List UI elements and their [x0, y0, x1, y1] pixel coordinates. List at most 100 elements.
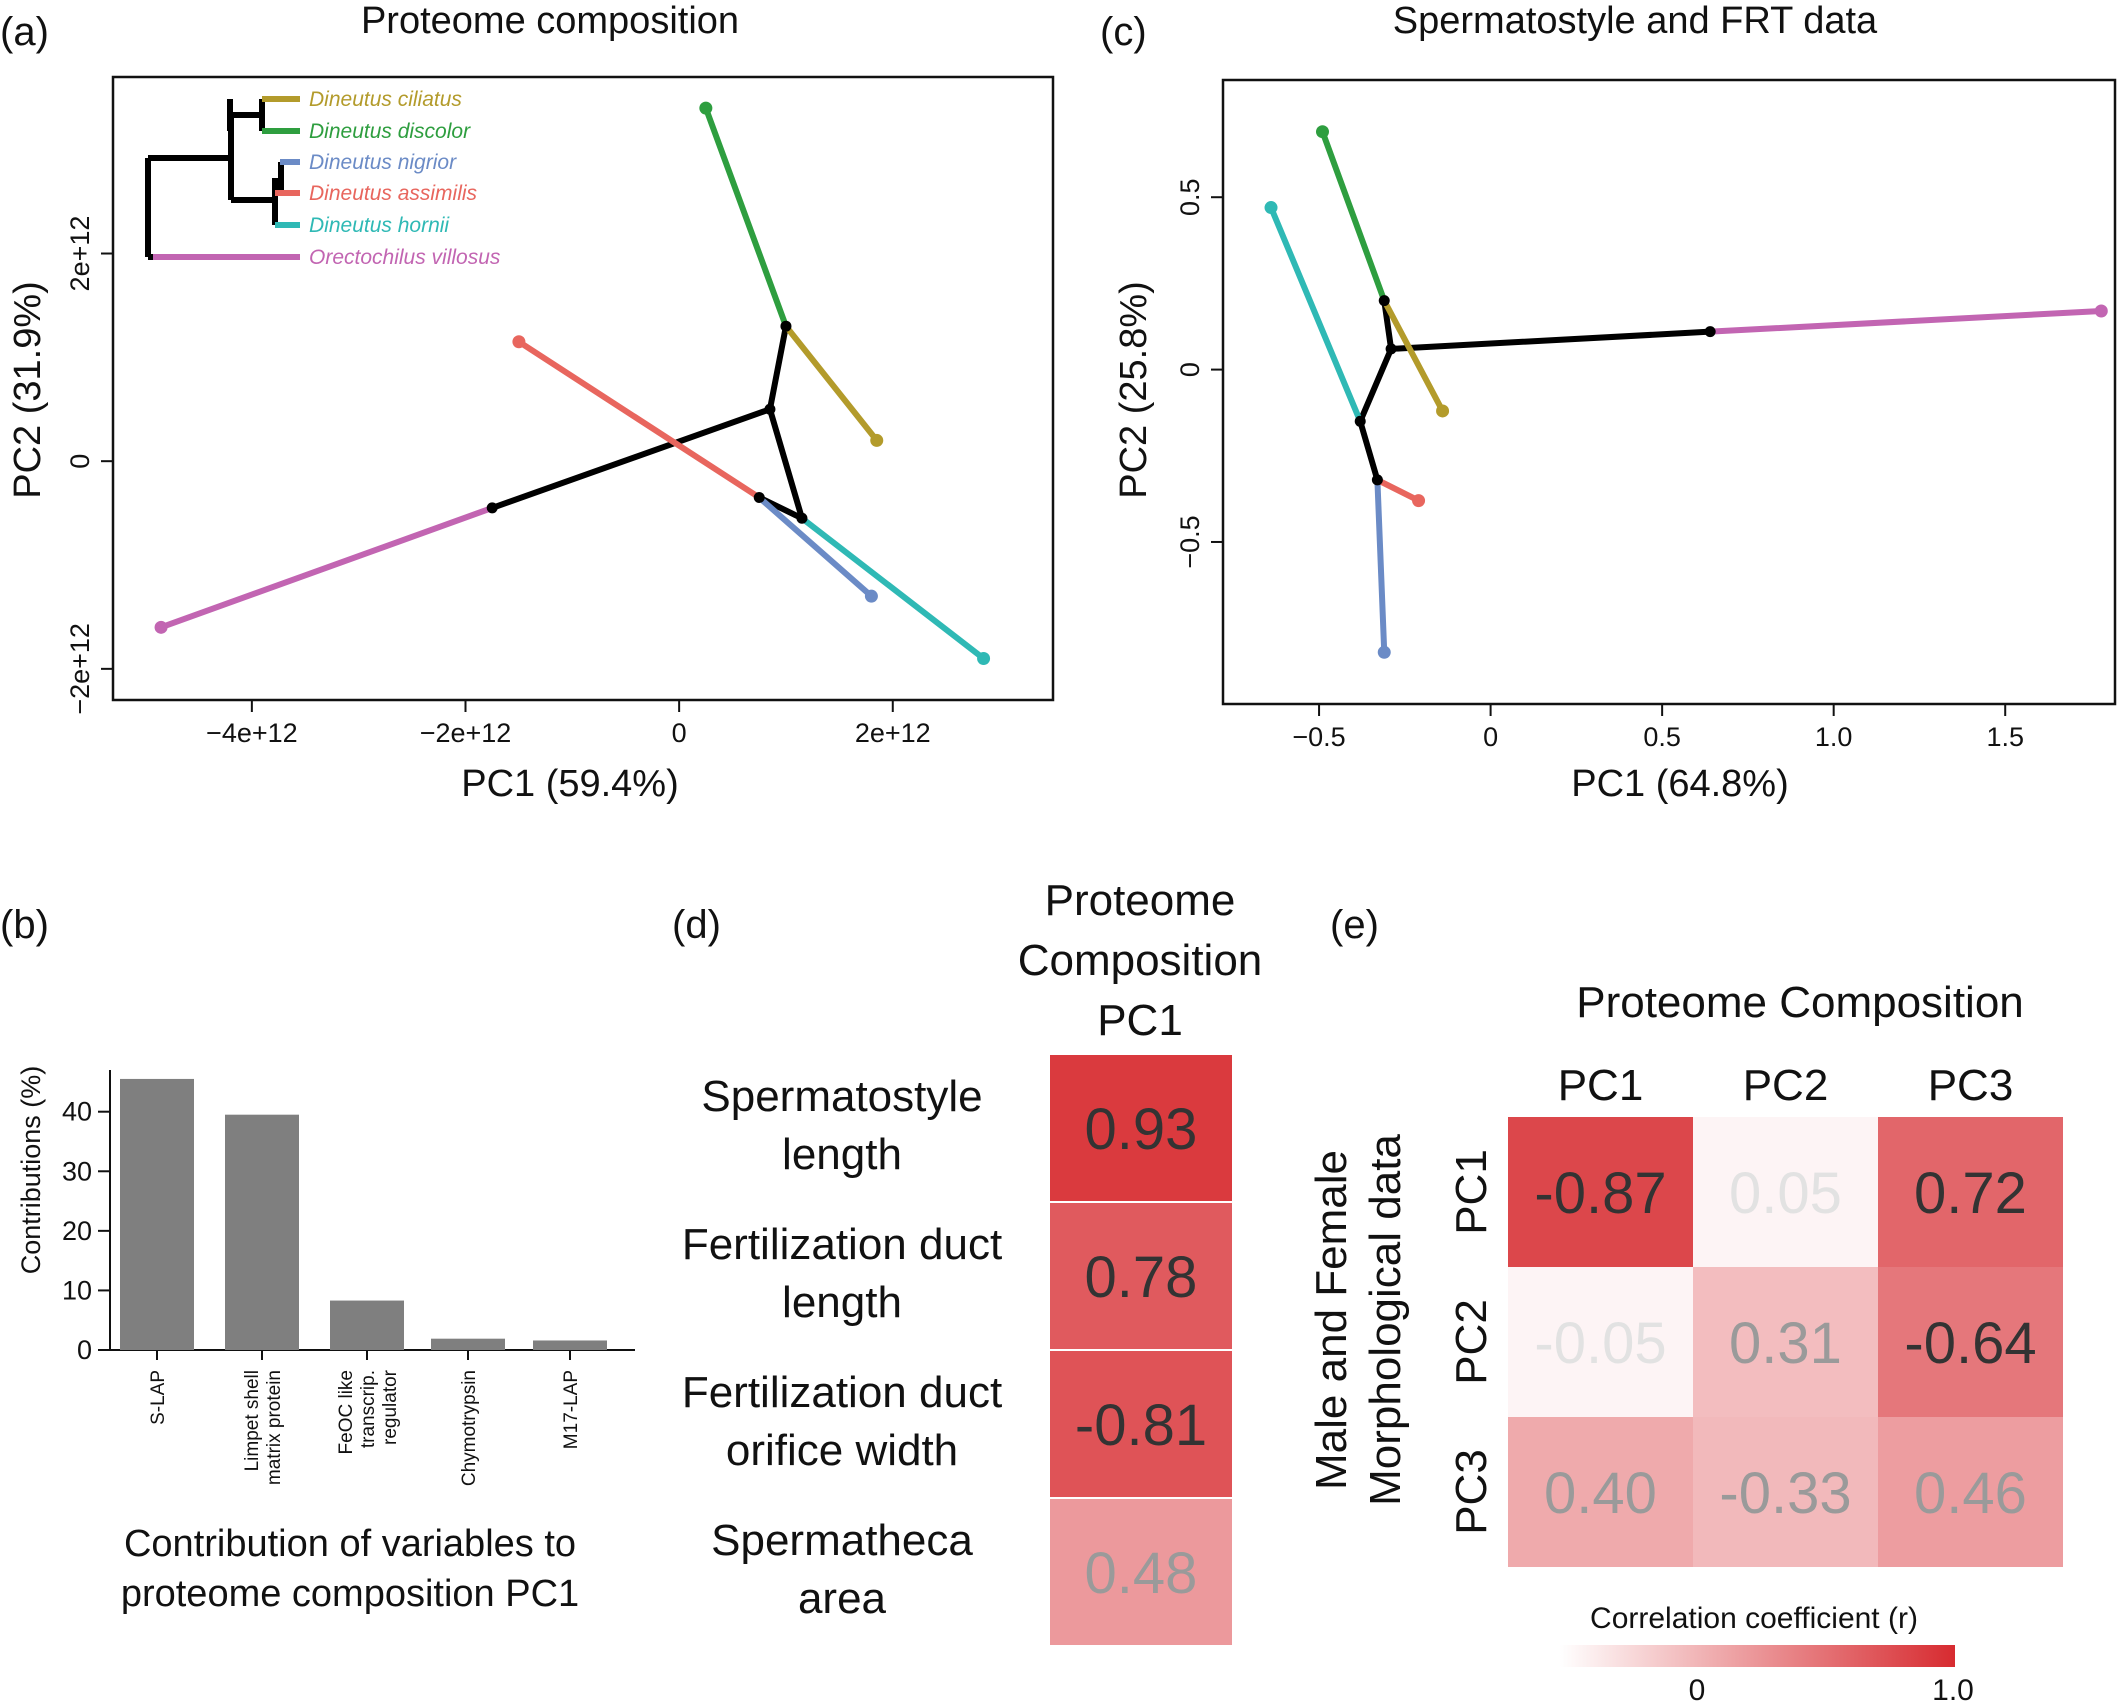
panel-b-category-label: FeOC like — [336, 1370, 357, 1454]
a-point-dineutus-discolor — [699, 101, 713, 115]
c-x-tick-label: 0.5 — [1643, 722, 1681, 752]
c-x-tick-label: 0 — [1483, 722, 1498, 752]
a-y-tick-label: 0 — [65, 454, 95, 469]
panel-d-row-label: Spermatheca — [711, 1516, 973, 1565]
a-x-tick-label: 2e+12 — [855, 718, 931, 748]
panel-e-cell-value: 0.72 — [1914, 1161, 2027, 1226]
panel-label-d: (d) — [672, 903, 721, 947]
panel-b-y-tick-label: 30 — [62, 1156, 92, 1186]
panel-d-row-label: length — [782, 1130, 902, 1179]
c-ancestral-node — [1371, 474, 1383, 486]
c-point-dineutus-discolor — [1315, 125, 1329, 139]
panel-b-x-axis-title-line-2: proteome composition PC1 — [121, 1573, 579, 1615]
panel-e-cell-r2-c2 — [1693, 1267, 1878, 1417]
panel-e-column-label: PC1 — [1558, 1061, 1644, 1110]
a-ancestral-node — [796, 512, 808, 524]
a-branch-dineutus-ciliatus — [782, 323, 880, 444]
panel-a-x-axis-title: PC1 (59.4%) — [461, 763, 679, 805]
a-ancestral-node — [780, 320, 792, 332]
a-point-dineutus-hornii — [977, 651, 991, 665]
panel-b-category-label: Limpet shell — [242, 1370, 263, 1471]
a-branch-dineutus-hornii — [798, 515, 987, 662]
panel-b-y-axis-title: Contributions (%) — [16, 1066, 46, 1275]
a-branch-dineutus-discolor — [702, 105, 789, 330]
panel-d-cell-value: 0.93 — [1085, 1097, 1198, 1162]
panel-d-cell-value: -0.81 — [1075, 1393, 1207, 1458]
panel-e-cell-r1-c2 — [1693, 1117, 1878, 1267]
c-ancestral-node — [1354, 415, 1366, 427]
panel-d-row-label: orifice width — [726, 1426, 958, 1475]
panel-b-category-label: M17-LAP — [561, 1370, 582, 1449]
a-branch-n-b — [766, 406, 805, 522]
panel-b-category-label: Chymotrypsin — [459, 1370, 480, 1486]
phylogeny-tip-label-dineutus-hornii: Dineutus hornii — [309, 214, 450, 237]
panel-c-pca-plot: Spermatostyle and FRT data −0.5 0 0.5 1.0 1.… — [1113, 0, 2117, 805]
c-branch-dineutus-hornii — [1268, 204, 1364, 425]
a-ancestral-node — [486, 502, 498, 514]
panel-d-header-line-3: PC1 — [1097, 996, 1183, 1045]
panel-d-header-line-1: Proteome — [1045, 876, 1236, 925]
panel-e-row-group-label-line-1: Male and Female — [1307, 1150, 1356, 1490]
panel-e-row-label: PC1 — [1447, 1149, 1496, 1235]
panel-label-e: (e) — [1330, 903, 1379, 947]
panel-e-cell-r3-c3 — [1878, 1417, 2063, 1567]
panel-b-y-tick-label: 40 — [62, 1097, 92, 1127]
panel-e-cell-value: 0.05 — [1729, 1161, 1842, 1226]
panel-e-cell-r3-c2 — [1693, 1417, 1878, 1567]
panel-b-category-label: matrix protein — [264, 1370, 285, 1485]
panel-e-title: Proteome Composition — [1576, 978, 2024, 1027]
panel-d-cell-3 — [1050, 1351, 1232, 1497]
phylogeny-tip-label-dineutus-ciliatus: Dineutus ciliatus — [309, 88, 462, 111]
bar-s-lap — [120, 1078, 194, 1350]
a-ancestral-node — [753, 492, 765, 504]
bar-chymotrypsin — [431, 1338, 505, 1350]
phylogeny-tip-label-dineutus-discolor: Dineutus discolor — [309, 120, 471, 143]
panel-e-cell-r2-c3 — [1878, 1267, 2063, 1417]
panel-c-y-axis-title: PC2 (25.8%) — [1113, 281, 1155, 499]
c-branch-dineutus-nigrior — [1374, 476, 1388, 656]
panel-a-title: Proteome composition — [361, 0, 739, 42]
panel-b-category-label: regulator — [380, 1369, 401, 1445]
phylogeny-inset: Dineutus ciliatus Dineutus discolor Dineut… — [145, 88, 501, 269]
panel-e-cell-value: -0.87 — [1534, 1161, 1666, 1226]
panel-e-heatmap: Proteome Composition Male and Female Mor… — [1307, 978, 2063, 1702]
panel-a-pca-plot: Proteome composition −4e+12 −2e+12 0 2e+12 −… — [7, 0, 1055, 805]
panel-d-cell-value: 0.78 — [1085, 1245, 1198, 1310]
panel-b-y-tick-label: 10 — [62, 1275, 92, 1305]
panel-e-cell-value: -0.33 — [1719, 1461, 1851, 1526]
c-ancestral-node — [1385, 343, 1397, 355]
c-ancestral-node — [1378, 295, 1390, 307]
panel-d-row-label: area — [798, 1574, 887, 1623]
panel-d-heatmap: Proteome Composition PC1 0.93 Spermatosty… — [682, 876, 1262, 1645]
panel-d-row-label: Spermatostyle — [701, 1072, 982, 1121]
c-point-dineutus-assimilis — [1412, 494, 1426, 508]
a-x-tick-label: −2e+12 — [420, 718, 512, 748]
panel-e-cell-value: 0.46 — [1914, 1461, 2027, 1526]
c-branch-dineutus-ciliatus — [1381, 297, 1446, 414]
a-ancestral-node — [764, 403, 776, 415]
c-x-tick-label: 1.0 — [1815, 722, 1853, 752]
panel-e-cell-value: -0.64 — [1904, 1311, 2036, 1376]
a-point-dineutus-nigrior — [864, 589, 878, 603]
panel-b-category-label: S-LAP — [148, 1370, 169, 1425]
panel-b-y-tick-label: 0 — [77, 1335, 92, 1365]
panel-e-row-group-label-line-2: Morphological data — [1361, 1134, 1410, 1506]
colorbar-min-label: 0 — [1689, 1674, 1706, 1702]
a-branch-n-a — [489, 406, 773, 511]
panel-b-bar-chart: 0 10 20 30 40 S-LAP Limpet shell matrix protei… — [16, 1066, 635, 1615]
c-x-tick-label: −0.5 — [1292, 722, 1345, 752]
c-x-tick-label: 1.5 — [1986, 722, 2024, 752]
panel-c-x-axis-title: PC1 (64.8%) — [1571, 763, 1789, 805]
colorbar-max-label: 1.0 — [1932, 1674, 1974, 1702]
panel-d-row-label: length — [782, 1278, 902, 1327]
c-point-dineutus-nigrior — [1377, 645, 1391, 659]
a-branch-dineutus-assimilis — [515, 338, 763, 501]
panel-e-cell-r1-c1 — [1508, 1117, 1693, 1267]
phylogeny-tip-label-dineutus-nigrior: Dineutus nigrior — [309, 151, 457, 174]
a-point-dineutus-ciliatus — [870, 433, 884, 447]
a-branch-orectochilus-villosus — [158, 504, 496, 631]
colorbar — [1560, 1645, 1955, 1667]
a-branch-dineutus-nigrior — [756, 494, 875, 600]
panel-d-cell-value: 0.48 — [1085, 1541, 1198, 1606]
